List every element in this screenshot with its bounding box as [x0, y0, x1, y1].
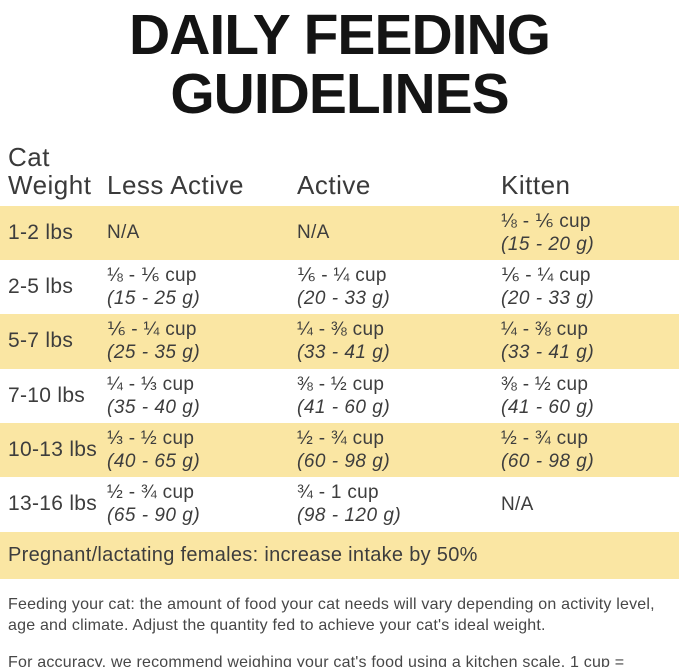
- cups-line: ¼ - ⅜ cup: [297, 319, 385, 341]
- grams-line: (41 - 60 g): [297, 396, 391, 418]
- active-cell: ⅙ - ¼ cup (20 - 33 g): [297, 264, 501, 310]
- cups-line: ⅓ - ½ cup: [107, 427, 195, 449]
- header-cat-weight-line1: Cat: [8, 142, 50, 173]
- kitten-cell: N/A: [501, 493, 679, 516]
- grams-line: (33 - 41 g): [297, 342, 391, 364]
- weight-cell: 2-5 lbs: [8, 275, 74, 299]
- grams-line: (60 - 98 g): [501, 451, 595, 473]
- feeding-table: Cat Weight Less Active Active Kitten 1-2 …: [0, 143, 679, 579]
- feeding-advice-paragraph: Feeding your cat: the amount of food you…: [8, 595, 655, 634]
- kitten-cell: ⅜ - ½ cup (41 - 60 g): [501, 373, 679, 419]
- grams-line: (40 - 65 g): [107, 451, 201, 473]
- grams-line: (20 - 33 g): [297, 288, 391, 310]
- cups-line: ⅙ - ¼ cup: [297, 264, 387, 286]
- table-row: 13-16 lbs ½ - ¾ cup (65 - 90 g) ¾ - 1 cu…: [0, 477, 679, 531]
- grams-line: (41 - 60 g): [501, 396, 595, 418]
- active-cell: ¼ - ⅜ cup (33 - 41 g): [297, 318, 501, 364]
- cups-line: ½ - ¾ cup: [501, 427, 589, 449]
- weight-cell: 5-7 lbs: [8, 329, 74, 353]
- cups-line: N/A: [501, 493, 534, 515]
- cups-line: N/A: [297, 222, 330, 244]
- active-cell: ⅜ - ½ cup (41 - 60 g): [297, 373, 501, 419]
- weight-cell: 7-10 lbs: [8, 383, 86, 407]
- cups-line: ⅙ - ¼ cup: [501, 264, 591, 286]
- grams-line: (98 - 120 g): [297, 505, 402, 527]
- active-cell: N/A: [297, 221, 501, 244]
- header-cat-weight-line2: Weight: [8, 170, 92, 201]
- page-title: DAILY FEEDING GUIDELINES: [0, 0, 679, 123]
- header-cat-weight: Cat Weight: [8, 143, 107, 199]
- header-active: Active: [297, 170, 371, 201]
- active-cell: ¾ - 1 cup (98 - 120 g): [297, 481, 501, 527]
- header-kitten: Kitten: [501, 170, 571, 201]
- accuracy-paragraph: For accuracy, we recommend weighing your…: [8, 653, 625, 667]
- cups-line: ⅙ - ¼ cup: [107, 319, 197, 341]
- kitten-cell: ⅙ - ¼ cup (20 - 33 g): [501, 264, 679, 310]
- cups-line: ¾ - 1 cup: [297, 482, 379, 504]
- weight-cell: 10-13 lbs: [8, 438, 98, 462]
- weight-cell: 13-16 lbs: [8, 492, 98, 516]
- cups-line: ¼ - ⅓ cup: [107, 373, 195, 395]
- active-cell: ½ - ¾ cup (60 - 98 g): [297, 427, 501, 473]
- kitten-cell: ¼ - ⅜ cup (33 - 41 g): [501, 318, 679, 364]
- less-active-cell: ½ - ¾ cup (65 - 90 g): [107, 481, 297, 527]
- cups-line: ¼ - ⅜ cup: [501, 319, 589, 341]
- grams-line: (33 - 41 g): [501, 342, 595, 364]
- less-active-cell: ⅙ - ¼ cup (25 - 35 g): [107, 318, 297, 364]
- less-active-cell: N/A: [107, 221, 297, 244]
- less-active-cell: ¼ - ⅓ cup (35 - 40 g): [107, 373, 297, 419]
- cups-line: ⅜ - ½ cup: [501, 373, 589, 395]
- cups-line: ⅛ - ⅙ cup: [501, 210, 591, 232]
- cups-line: ½ - ¾ cup: [297, 427, 385, 449]
- cups-line: N/A: [107, 222, 140, 244]
- footer-notes: Feeding your cat: the amount of food you…: [0, 579, 679, 667]
- less-active-cell: ⅛ - ⅙ cup (15 - 25 g): [107, 264, 297, 310]
- kitten-cell: ⅛ - ⅙ cup (15 - 20 g): [501, 210, 679, 256]
- less-active-cell: ⅓ - ½ cup (40 - 65 g): [107, 427, 297, 473]
- weight-cell: 1-2 lbs: [8, 220, 74, 244]
- title-line-1: DAILY FEEDING: [129, 3, 551, 67]
- table-row: 5-7 lbs ⅙ - ¼ cup (25 - 35 g) ¼ - ⅜ cup …: [0, 314, 679, 369]
- kitten-cell: ½ - ¾ cup (60 - 98 g): [501, 427, 679, 473]
- table-row: 2-5 lbs ⅛ - ⅙ cup (15 - 25 g) ⅙ - ¼ cup …: [0, 260, 679, 314]
- grams-line: (15 - 20 g): [501, 233, 595, 255]
- table-header-row: Cat Weight Less Active Active Kitten: [0, 143, 679, 205]
- header-less-active: Less Active: [107, 170, 245, 201]
- cups-line: ⅜ - ½ cup: [297, 373, 385, 395]
- grams-line: (35 - 40 g): [107, 396, 201, 418]
- table-row: 10-13 lbs ⅓ - ½ cup (40 - 65 g) ½ - ¾ cu…: [0, 422, 679, 478]
- grams-line: (25 - 35 g): [107, 342, 201, 364]
- table-row: 7-10 lbs ¼ - ⅓ cup (35 - 40 g) ⅜ - ½ cup…: [0, 369, 679, 423]
- table-row: 1-2 lbs N/A N/A ⅛ - ⅙ cup (15 - 20 g): [0, 205, 679, 260]
- grams-line: (20 - 33 g): [501, 288, 595, 310]
- title-line-2: GUIDELINES: [170, 61, 509, 126]
- pregnant-lactating-note: Pregnant/lactating females: increase int…: [0, 531, 679, 579]
- grams-line: (65 - 90 g): [107, 505, 201, 527]
- cups-line: ⅛ - ⅙ cup: [107, 264, 197, 286]
- cups-line: ½ - ¾ cup: [107, 482, 195, 504]
- grams-line: (15 - 25 g): [107, 288, 201, 310]
- grams-line: (60 - 98 g): [297, 451, 391, 473]
